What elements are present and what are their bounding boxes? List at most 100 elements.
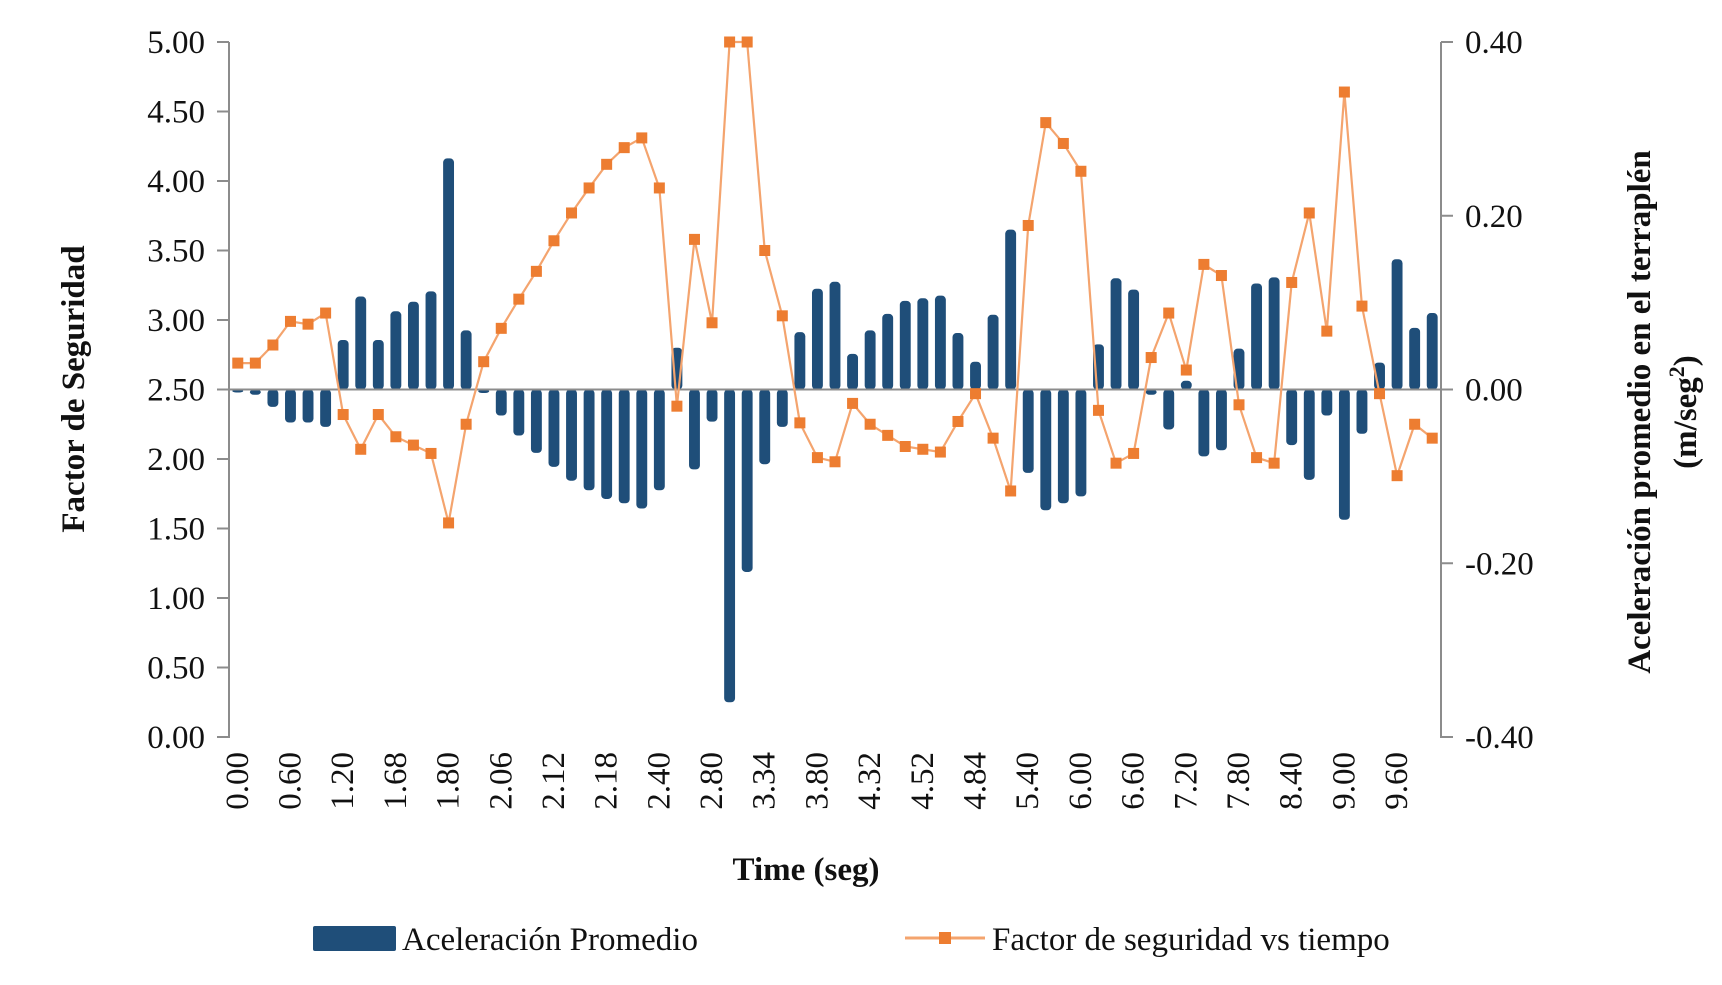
bar: [759, 389, 771, 465]
line-marker: [1321, 325, 1333, 337]
bar: [1075, 389, 1087, 497]
line-marker: [987, 432, 999, 444]
legend-bar-label: Aceleración Promedio: [402, 922, 698, 958]
line-marker: [407, 439, 419, 451]
legend: Aceleración Promedio Factor de seguridad…: [313, 922, 1390, 958]
x-axis-tick-label: 7.80: [1221, 752, 1257, 810]
bar: [1057, 389, 1069, 504]
bar: [1251, 283, 1263, 390]
right-axis-unit-sup: 2: [1664, 366, 1689, 377]
line-marker: [1233, 399, 1245, 411]
x-axis-tick-label: 2.12: [536, 752, 572, 810]
bar: [583, 389, 595, 491]
left-axis-tick-label: 2.50: [147, 373, 205, 409]
bar: [636, 389, 648, 509]
bar: [724, 389, 736, 703]
line-marker: [513, 293, 525, 305]
bar: [1268, 277, 1280, 390]
line-marker: [741, 36, 753, 48]
line-marker: [794, 417, 806, 429]
x-axis-tick-label: 9.60: [1379, 752, 1415, 810]
left-axis-tick-label: 3.00: [147, 303, 205, 339]
line-marker: [355, 443, 367, 455]
left-axis-tick-label: 5.00: [147, 25, 205, 61]
line-marker: [548, 235, 560, 247]
line-marker: [970, 388, 982, 400]
bar: [530, 389, 542, 453]
legend-item-bar[interactable]: Aceleración Promedio: [313, 922, 698, 958]
line-marker: [425, 447, 437, 459]
x-axis-tick-label: 2.80: [694, 752, 730, 810]
line-marker: [1128, 447, 1140, 459]
line-marker: [1215, 270, 1227, 282]
left-axis-tick-label: 4.50: [147, 95, 205, 131]
bar: [1198, 389, 1210, 457]
bar: [372, 339, 384, 390]
bar: [601, 389, 613, 499]
line-marker: [267, 339, 279, 351]
bar: [952, 333, 964, 390]
right-axis-unit: (m/seg2): [1664, 355, 1704, 469]
bar: [1426, 313, 1438, 390]
bar: [1022, 389, 1034, 473]
right-axis-tick-label: -0.20: [1465, 546, 1534, 582]
line-marker: [1374, 388, 1386, 400]
bar: [267, 389, 279, 407]
bar: [443, 158, 455, 390]
line-marker: [1251, 452, 1263, 464]
bar: [899, 300, 911, 390]
left-axis-tick-label: 0.00: [147, 720, 205, 756]
bar: [987, 314, 999, 390]
line-marker: [847, 397, 859, 409]
left-axis-tick-label: 4.00: [147, 164, 205, 200]
x-axis-tick-label: 4.32: [852, 752, 888, 810]
line-marker: [478, 356, 490, 368]
right-axis-tick-label: -0.40: [1465, 720, 1534, 756]
x-axis-tick-label: 1.20: [325, 752, 361, 810]
line-marker: [829, 456, 841, 468]
line-marker: [899, 440, 911, 452]
line-marker: [284, 315, 296, 327]
right-axis-unit-suffix: ): [1668, 355, 1704, 366]
line-marker: [1286, 276, 1298, 288]
right-axis-tick-label: 0.00: [1465, 373, 1523, 409]
x-axis: 0.00 0.60 1.20 1.68 1.80 2.06 2.12 2.18 2.40 2.80…: [217, 736, 1415, 810]
line-marker: [688, 233, 700, 245]
line-marker: [1163, 307, 1175, 319]
line-marker: [1356, 300, 1368, 312]
bar: [618, 389, 630, 504]
bar: [970, 361, 981, 390]
x-axis-tick-label: 8.40: [1274, 752, 1310, 810]
legend-line-label: Factor de seguridad vs tiempo: [992, 922, 1390, 958]
bar: [1286, 389, 1298, 446]
bar: [1040, 389, 1052, 511]
line-marker: [1057, 137, 1069, 149]
bar: [794, 332, 806, 390]
line-marker: [566, 207, 578, 219]
left-axis-tick-label: 1.00: [147, 581, 205, 617]
line-marker: [1110, 457, 1122, 469]
x-axis-tick-label: 9.00: [1326, 752, 1362, 810]
x-axis-tick-label: 1.80: [431, 752, 467, 810]
left-axis-tick-label: 0.50: [147, 651, 205, 687]
legend-item-line[interactable]: Factor de seguridad vs tiempo: [905, 922, 1390, 958]
line-marker: [759, 245, 771, 256]
line-marker: [1198, 258, 1210, 270]
line-marker: [390, 431, 402, 443]
bar: [917, 298, 929, 390]
x-axis-tick-label: 2.06: [483, 752, 519, 810]
bar: [460, 330, 472, 390]
line-marker: [1391, 470, 1403, 482]
line-marker: [1022, 219, 1034, 231]
line-marker: [1268, 457, 1280, 469]
line-marker: [636, 132, 648, 144]
bar: [1391, 259, 1403, 390]
bar: [249, 389, 261, 395]
bar: [1145, 389, 1157, 395]
bar: [689, 389, 700, 470]
legend-bar-swatch: [313, 926, 396, 951]
bar: [1180, 380, 1192, 390]
bar: [337, 339, 349, 390]
bar: [1128, 289, 1140, 390]
